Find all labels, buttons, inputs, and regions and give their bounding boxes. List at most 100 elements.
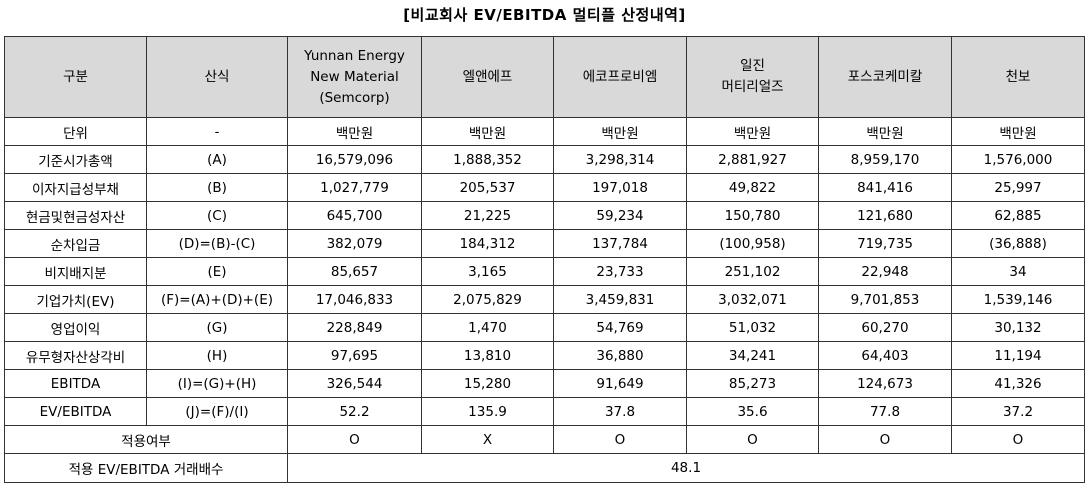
multiple-row: 적용 EV/EBITDA 거래배수 48.1 — [4, 453, 1085, 483]
row-label: 기준시가총액 — [4, 145, 147, 174]
header-row: 구분 산식 Yunnan Energy New Material (Semcorp)… — [4, 36, 1085, 118]
applicability-mark: O — [951, 425, 1085, 454]
row-label: 이자지급성부채 — [4, 173, 147, 202]
table-row: EBITDA (I)=(G)+(H) 326,544 15,280 91,649 85,2… — [4, 369, 1085, 398]
value-cell: 25,997 — [951, 173, 1085, 202]
value-cell: 3,298,314 — [553, 145, 687, 174]
table-row: 순차입금 (D)=(B)-(C) 382,079 184,312 137,784 (100… — [4, 229, 1085, 258]
header-company: 에코프로비엠 — [553, 36, 687, 118]
value-cell: 841,416 — [818, 173, 952, 202]
value-cell: 137,784 — [553, 229, 687, 258]
row-formula: (I)=(G)+(H) — [146, 369, 288, 398]
row-label: 순차입금 — [4, 229, 147, 258]
multiple-value: 48.1 — [287, 453, 1085, 483]
value-cell: 3,032,071 — [686, 285, 819, 314]
row-formula: - — [146, 117, 288, 146]
value-cell: 150,780 — [686, 201, 819, 230]
row-formula: (F)=(A)+(D)+(E) — [146, 285, 288, 314]
table-row: 비지배지분 (E) 85,657 3,165 23,733 251,102 22,948 34 — [4, 257, 1085, 286]
table-row: 유무형자산상각비 (H) 97,695 13,810 36,880 34,241 64,40… — [4, 341, 1085, 370]
row-label: 유무형자산상각비 — [4, 341, 147, 370]
header-company: 포스코케미칼 — [818, 36, 952, 118]
table-row: 현금및현금성자산 (C) 645,700 21,225 59,234 150,780 121… — [4, 201, 1085, 230]
row-label: EV/EBITDA — [4, 397, 147, 426]
applicability-mark: O — [553, 425, 687, 454]
table-row: 기업가치(EV) (F)=(A)+(D)+(E) 17,046,833 2,075,8… — [4, 285, 1085, 314]
value-cell: 85,657 — [287, 257, 422, 286]
value-cell: 백만원 — [818, 117, 952, 146]
value-cell: 35.6 — [686, 397, 819, 426]
table-row: 단위 - 백만원 백만원 백만원 백만원 백만원 백만원 — [4, 117, 1085, 146]
table-title: [비교회사 EV/EBITDA 멀티플 산정내역] — [403, 6, 686, 24]
value-cell: 23,733 — [553, 257, 687, 286]
table-row: EV/EBITDA (J)=(F)/(I) 52.2 135.9 37.8 35.6 77.… — [4, 397, 1085, 426]
applicability-mark: O — [818, 425, 952, 454]
applicability-mark: X — [421, 425, 554, 454]
value-cell: 9,701,853 — [818, 285, 952, 314]
multiple-label: 적용 EV/EBITDA 거래배수 — [4, 453, 288, 483]
row-formula: (G) — [146, 313, 288, 342]
value-cell: 30,132 — [951, 313, 1085, 342]
row-formula: (B) — [146, 173, 288, 202]
value-cell: 백만원 — [686, 117, 819, 146]
value-cell: 197,018 — [553, 173, 687, 202]
value-cell: 62,885 — [951, 201, 1085, 230]
value-cell: 1,470 — [421, 313, 554, 342]
applicability-row: 적용여부 O X O O O O — [4, 425, 1085, 454]
row-label: 영업이익 — [4, 313, 147, 342]
value-cell: 16,579,096 — [287, 145, 422, 174]
value-cell: 1,576,000 — [951, 145, 1085, 174]
value-cell: 15,280 — [421, 369, 554, 398]
value-cell: 645,700 — [287, 201, 422, 230]
value-cell: 22,948 — [818, 257, 952, 286]
value-cell: 251,102 — [686, 257, 819, 286]
row-label: 단위 — [4, 117, 147, 146]
row-formula: (D)=(B)-(C) — [146, 229, 288, 258]
value-cell: 326,544 — [287, 369, 422, 398]
row-label: EBITDA — [4, 369, 147, 398]
value-cell: 백만원 — [951, 117, 1085, 146]
value-cell: 백만원 — [553, 117, 687, 146]
value-cell: 17,046,833 — [287, 285, 422, 314]
value-cell: 37.8 — [553, 397, 687, 426]
value-cell: 2,075,829 — [421, 285, 554, 314]
value-cell: 54,769 — [553, 313, 687, 342]
header-company: 일진 머티리얼즈 — [686, 36, 819, 118]
ev-ebitda-table: 구분 산식 Yunnan Energy New Material (Semcorp)… — [4, 36, 1085, 483]
value-cell: 184,312 — [421, 229, 554, 258]
value-cell: 41,326 — [951, 369, 1085, 398]
value-cell: 3,165 — [421, 257, 554, 286]
value-cell: 60,270 — [818, 313, 952, 342]
value-cell: 97,695 — [287, 341, 422, 370]
value-cell: 52.2 — [287, 397, 422, 426]
row-formula: (E) — [146, 257, 288, 286]
row-formula: (C) — [146, 201, 288, 230]
value-cell: (36,888) — [951, 229, 1085, 258]
value-cell: 85,273 — [686, 369, 819, 398]
value-cell: 124,673 — [818, 369, 952, 398]
value-cell: 135.9 — [421, 397, 554, 426]
value-cell: 36,880 — [553, 341, 687, 370]
value-cell: 21,225 — [421, 201, 554, 230]
applicability-label: 적용여부 — [4, 425, 288, 454]
value-cell: 1,888,352 — [421, 145, 554, 174]
value-cell: 11,194 — [951, 341, 1085, 370]
value-cell: 64,403 — [818, 341, 952, 370]
header-company: Yunnan Energy New Material (Semcorp) — [287, 36, 422, 118]
value-cell: 37.2 — [951, 397, 1085, 426]
value-cell: 13,810 — [421, 341, 554, 370]
value-cell: 205,537 — [421, 173, 554, 202]
value-cell: 91,649 — [553, 369, 687, 398]
row-formula: (J)=(F)/(I) — [146, 397, 288, 426]
value-cell: 34,241 — [686, 341, 819, 370]
value-cell: 49,822 — [686, 173, 819, 202]
value-cell: 719,735 — [818, 229, 952, 258]
value-cell: 121,680 — [818, 201, 952, 230]
header-label: 구분 — [4, 36, 147, 118]
row-label: 비지배지분 — [4, 257, 147, 286]
value-cell: 34 — [951, 257, 1085, 286]
row-label: 기업가치(EV) — [4, 285, 147, 314]
row-label: 현금및현금성자산 — [4, 201, 147, 230]
value-cell: 228,849 — [287, 313, 422, 342]
header-company: 엘앤에프 — [421, 36, 554, 118]
